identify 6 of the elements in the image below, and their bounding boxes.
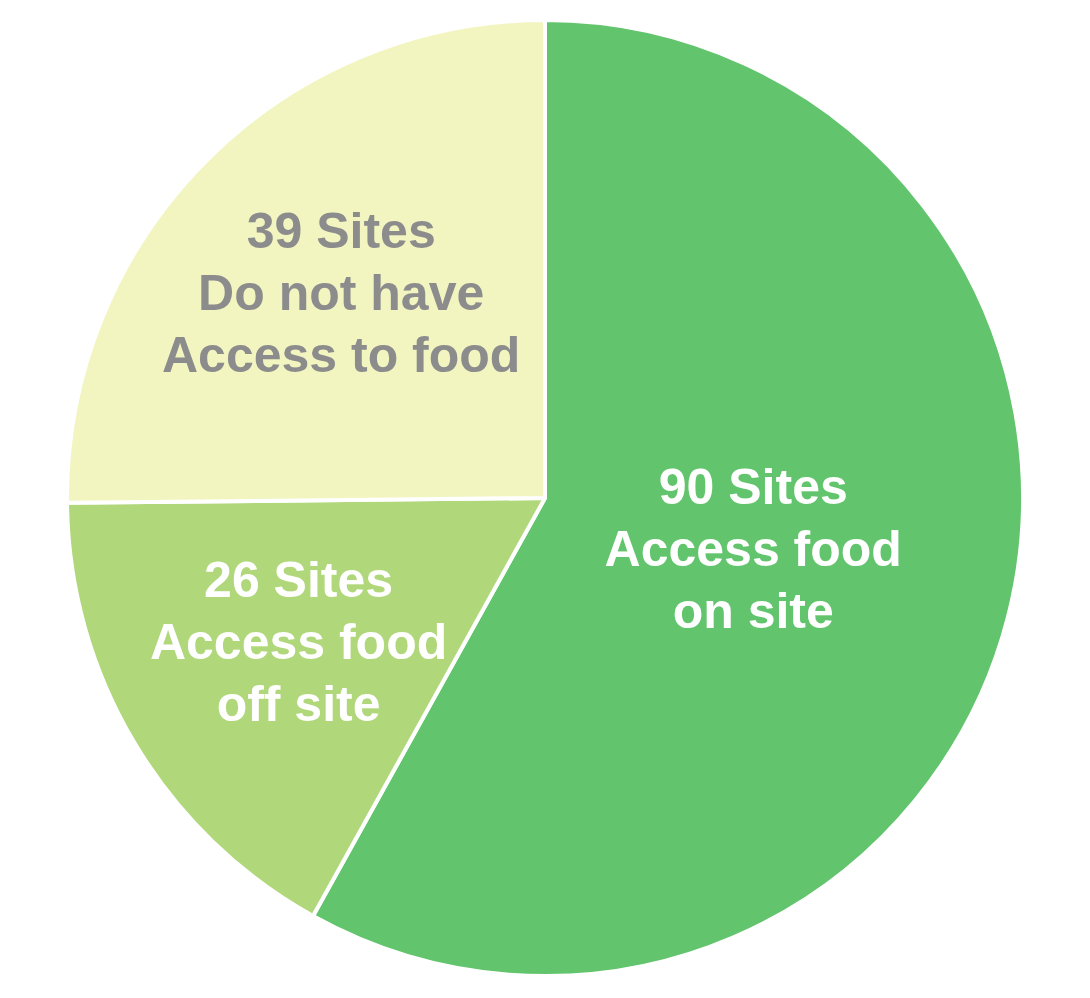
slice-label: Access food on site <box>604 520 902 639</box>
data-label: 39 Sites <box>246 203 436 260</box>
slice-label: Access food off site <box>149 613 448 732</box>
data-label: 26 Sites <box>204 551 394 608</box>
data-label: 90 Sites <box>658 458 848 515</box>
slice-label: Do not have Access to food <box>161 265 521 384</box>
